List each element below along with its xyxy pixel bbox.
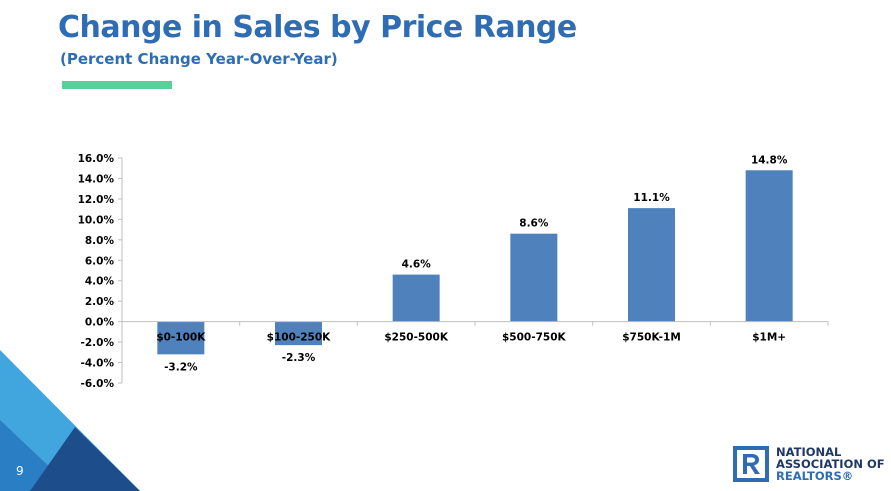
y-tick-label: 16.0%: [78, 153, 115, 165]
bar: [157, 321, 205, 355]
category-label: $500-750K: [502, 332, 566, 344]
bar: [510, 233, 558, 322]
data-label: -3.2%: [164, 361, 198, 373]
data-label: 11.1%: [633, 192, 670, 204]
data-label: 4.6%: [402, 259, 432, 271]
category-label: $100-250K: [267, 332, 331, 344]
y-tick-label: 8.0%: [85, 235, 115, 247]
y-tick-label: -2.0%: [81, 337, 115, 349]
realtor-r-icon: [733, 446, 769, 482]
y-tick-label: 0.0%: [85, 317, 115, 329]
bar: [745, 170, 793, 322]
data-label: -2.3%: [282, 352, 316, 364]
y-tick-label: -4.0%: [81, 358, 115, 370]
y-tick-label: 12.0%: [78, 194, 115, 206]
logo-line-3: REALTORS®: [776, 469, 854, 483]
y-tick-label: 10.0%: [78, 214, 115, 226]
y-tick-label: 2.0%: [85, 296, 115, 308]
category-label: $1M+: [752, 332, 786, 344]
y-tick-label: 14.0%: [78, 173, 115, 185]
y-tick-label: 4.0%: [85, 276, 115, 288]
y-tick-label: -6.0%: [81, 378, 115, 390]
category-label: $0-100K: [156, 332, 206, 344]
y-tick-label: 6.0%: [85, 255, 115, 267]
data-label: 8.6%: [519, 218, 549, 230]
bar: [392, 274, 440, 322]
data-label: 14.8%: [751, 154, 788, 166]
slide-title: Change in Sales by Price Range: [58, 10, 577, 45]
logo-line-1: NATIONAL: [776, 445, 842, 459]
bar: [275, 321, 322, 346]
logo-text: NATIONAL ASSOCIATION OF REALTORS®: [776, 446, 885, 482]
bar: [628, 208, 675, 322]
page-number: 9: [16, 464, 24, 478]
title-accent-bar: [62, 81, 172, 89]
nar-logo: NATIONAL ASSOCIATION OF REALTORS®: [733, 444, 885, 484]
category-label: $250-500K: [384, 332, 448, 344]
logo-line-2: ASSOCIATION OF: [776, 457, 885, 471]
slide-subtitle: (Percent Change Year-Over-Year): [60, 50, 338, 68]
category-label: $750K-1M: [622, 332, 681, 344]
